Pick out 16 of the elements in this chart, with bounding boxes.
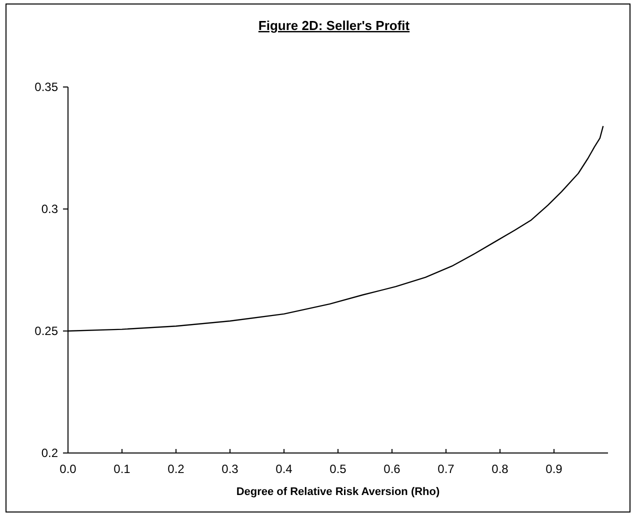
- x-tick-label: 0.5: [330, 462, 347, 476]
- x-axis-title: Degree of Relative Risk Aversion (Rho): [236, 486, 440, 498]
- y-tick-label: 0.2: [41, 446, 58, 460]
- y-tick-label: 0.25: [34, 324, 58, 338]
- x-tick-label: 0.7: [438, 462, 455, 476]
- y-tick-label: 0.3: [41, 202, 58, 216]
- chart-title: Figure 2D: Seller's Profit: [258, 18, 410, 33]
- x-tick-label: 0.9: [546, 462, 563, 476]
- y-tick-label: 0.35: [34, 80, 58, 94]
- x-tick-label: 0.2: [168, 462, 185, 476]
- x-tick-label: 0.4: [276, 462, 293, 476]
- x-tick-label: 0.8: [492, 462, 509, 476]
- x-tick-label: 0.6: [384, 462, 401, 476]
- x-tick-label: 0.0: [60, 462, 77, 476]
- x-tick-label: 0.1: [114, 462, 131, 476]
- x-tick-label: 0.3: [222, 462, 239, 476]
